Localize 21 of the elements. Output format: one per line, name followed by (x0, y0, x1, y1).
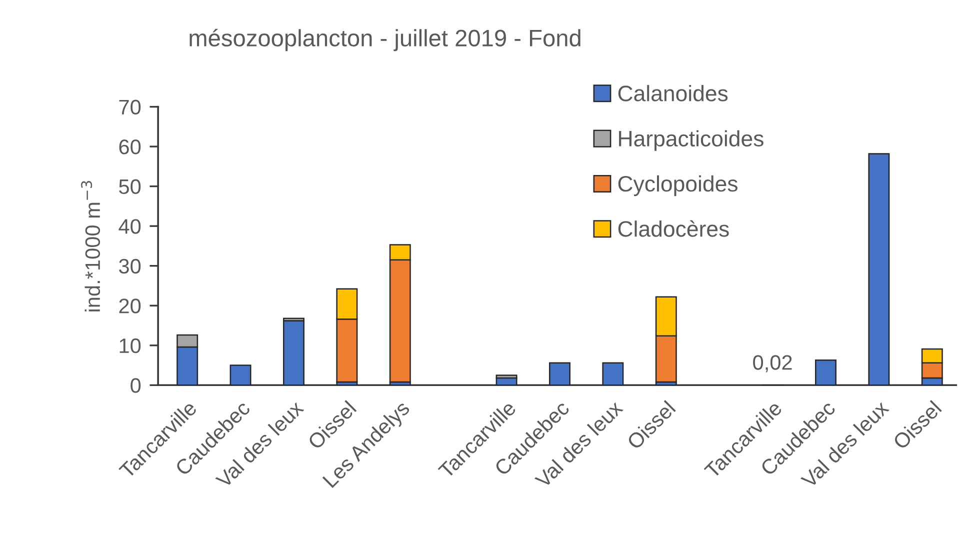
bar (868, 153, 890, 386)
y-axis-title: ind.*1000 m$^{−3}$ (81, 181, 100, 312)
y-tick-label: 10 (120, 338, 141, 354)
y-tick-label: 70 (119, 100, 141, 115)
bar (283, 320, 304, 386)
legend-label: Cyclopoides (618, 175, 738, 196)
chart-title: mésozooplancton - juillet 2019 - Fond (190, 28, 580, 52)
y-tick-label: 0 (130, 378, 141, 393)
y-tick-label: 20 (119, 298, 141, 314)
data-label: 0,02 (753, 355, 792, 372)
bar (230, 364, 252, 386)
legend-label: Harpacticoides (619, 130, 764, 151)
bar (602, 362, 624, 386)
legend-label: Cladocères (618, 220, 729, 237)
y-tick-label: 30 (119, 258, 141, 274)
y-tick-label: 40 (118, 219, 141, 234)
bar (815, 359, 836, 386)
bar (549, 362, 570, 386)
y-tick-label: 60 (119, 140, 141, 154)
y-tick-label: 50 (119, 179, 141, 194)
legend-label: Calanoides (618, 85, 728, 102)
